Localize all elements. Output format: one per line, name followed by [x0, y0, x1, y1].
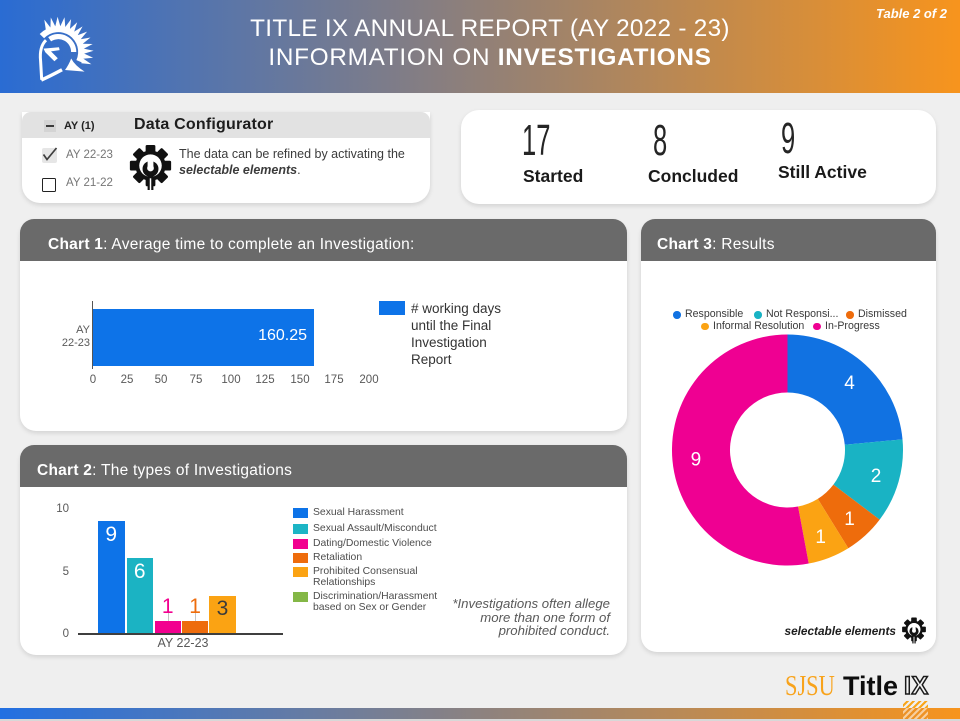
- svg-text:9: 9: [691, 450, 702, 471]
- svg-text:1: 1: [815, 527, 826, 548]
- svg-text:1: 1: [844, 509, 855, 530]
- svg-text:4: 4: [844, 373, 855, 394]
- svg-text:2: 2: [871, 466, 882, 487]
